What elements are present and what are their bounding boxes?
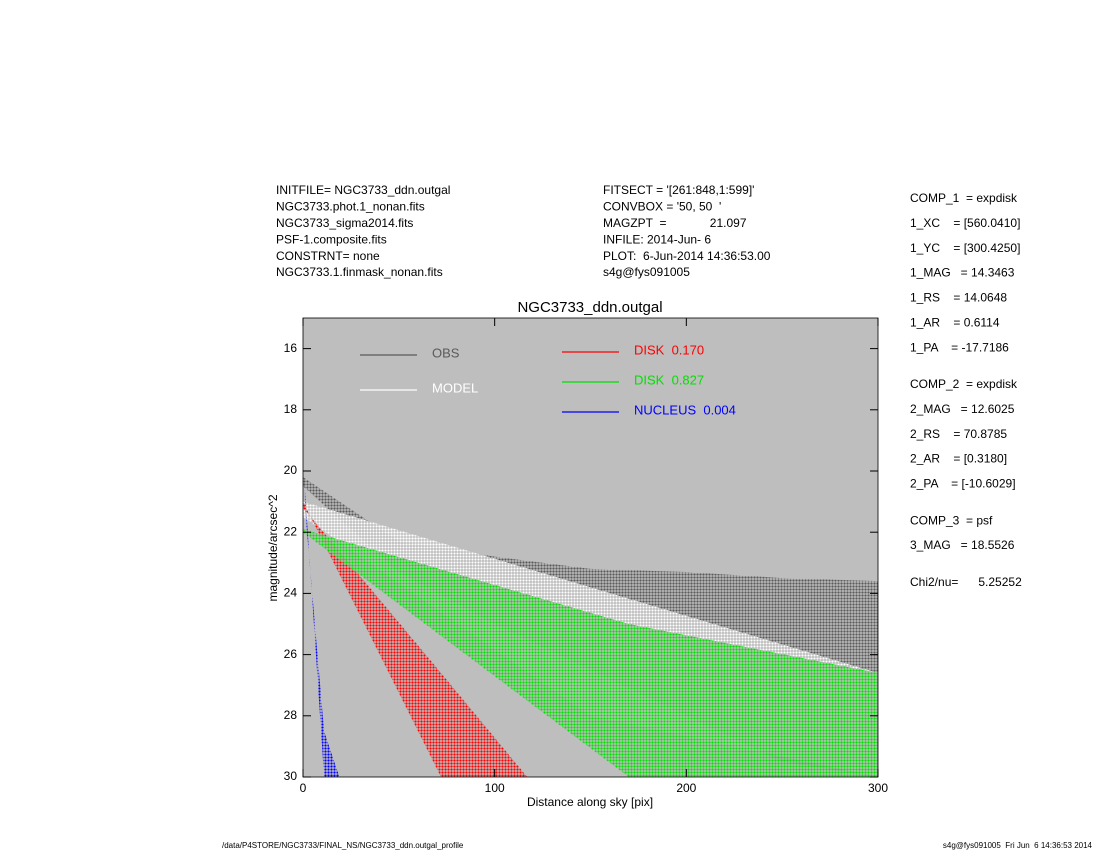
footer-right: s4g@fys091005 Fri Jun 6 14:36:53 2014 (943, 841, 1093, 850)
fit-parameter: 2_AR = [0.3180] (910, 452, 1007, 466)
fit-parameter: COMP_3 = psf (910, 513, 993, 527)
header-middle-line: INFILE: 2014-Jun- 6 (603, 232, 711, 246)
legend-label: DISK 0.827 (634, 372, 704, 387)
data-band (304, 489, 340, 777)
y-tick-label: 20 (284, 463, 298, 477)
x-axis-label: Distance along sky [pix] (527, 795, 653, 809)
header-left-line: NGC3733.phot.1_nonan.fits (276, 200, 425, 214)
data-band (303, 501, 528, 777)
fit-parameter: 1_PA = -17.7186 (910, 340, 1009, 354)
chart-title: NGC3733_ddn.outgal (517, 299, 662, 316)
header-middle-line: FITSECT = '[261:848,1:599]' (603, 183, 754, 197)
header-left-line: CONSTRNT= none (276, 249, 380, 263)
x-tick-label: 200 (676, 781, 696, 795)
legend-label: DISK 0.170 (634, 342, 704, 357)
fit-parameter: 1_MAG = 14.3463 (910, 266, 1015, 280)
footer-left: /data/P4STORE/NGC3733/FINAL_NS/NGC3733_d… (222, 841, 464, 850)
y-tick-label: 24 (284, 586, 298, 600)
legend-label: OBS (432, 345, 460, 360)
fit-parameter: Chi2/nu= 5.25252 (910, 575, 1022, 589)
y-tick-label: 18 (284, 402, 298, 416)
fit-parameter: 2_MAG = 12.6025 (910, 402, 1015, 416)
fit-parameter: 3_MAG = 18.5526 (910, 538, 1015, 552)
y-axis-label: magnitude/arcsec^2 (266, 494, 280, 601)
fit-parameter: 1_RS = 14.0648 (910, 291, 1007, 305)
fit-parameter: COMP_2 = expdisk (910, 377, 1018, 391)
y-tick-label: 28 (284, 708, 298, 722)
header-left-line: NGC3733.1.finmask_nonan.fits (276, 265, 443, 279)
legend-label: MODEL (432, 380, 478, 395)
header-left-line: PSF-1.composite.fits (276, 232, 387, 246)
fit-parameter: 1_XC = [560.0410] (910, 216, 1020, 230)
y-tick-label: 22 (284, 524, 298, 538)
y-tick-label: 26 (284, 647, 298, 661)
header-middle-line: PLOT: 6-Jun-2014 14:36:53.00 (603, 249, 771, 263)
x-tick-label: 100 (485, 781, 505, 795)
x-tick-label: 300 (868, 781, 888, 795)
y-tick-label: 30 (284, 769, 298, 783)
x-tick-label: 0 (300, 781, 307, 795)
plot-frame (302, 317, 879, 778)
fit-parameter: 1_AR = 0.6114 (910, 315, 1000, 329)
data-band (303, 529, 878, 777)
fit-parameter: 2_PA = [-10.6029] (910, 477, 1016, 491)
fit-parameter: COMP_1 = expdisk (910, 191, 1018, 205)
header-left-line: NGC3733_sigma2014.fits (276, 216, 413, 230)
header-middle-line: MAGZPT = 21.097 (603, 216, 747, 230)
fit-parameter: 2_RS = 70.8785 (910, 427, 1007, 441)
header-left-line: INITFILE= NGC3733_ddn.outgal (276, 183, 450, 197)
legend-label: NUCLEUS 0.004 (634, 402, 736, 417)
y-tick-label: 16 (284, 341, 298, 355)
plot-area (303, 477, 878, 777)
header-middle-line: s4g@fys091005 (603, 265, 690, 279)
header-middle-line: CONVBOX = '50, 50 ' (603, 200, 721, 214)
fit-parameter: 1_YC = [300.4250] (910, 241, 1020, 255)
